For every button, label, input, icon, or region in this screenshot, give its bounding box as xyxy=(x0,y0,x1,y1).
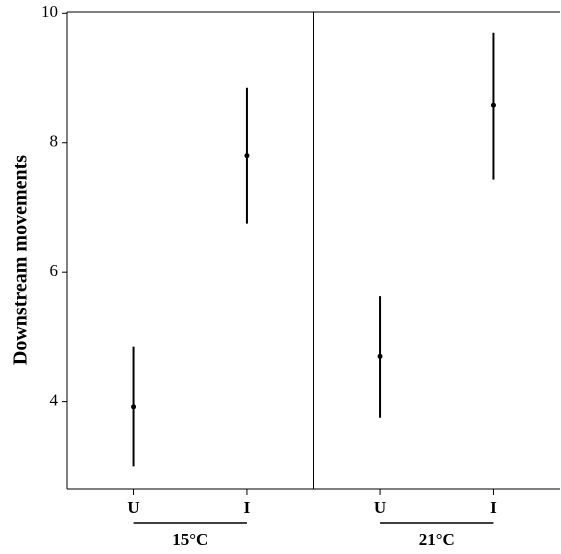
y-tick-label-6: 6 xyxy=(50,261,59,280)
category-label-i: I xyxy=(490,498,497,517)
plot-area: 4 6 8 10 U I 15°C U I 21°C xyxy=(41,2,560,549)
y-axis-title-group: Downstream movements xyxy=(10,155,32,365)
data-point xyxy=(244,153,250,159)
data-point xyxy=(131,404,137,410)
y-tick-label-10: 10 xyxy=(41,2,58,21)
category-label-u: U xyxy=(127,498,139,517)
group-label: 15°C xyxy=(172,530,208,549)
y-tick-label-8: 8 xyxy=(50,132,59,151)
data-point xyxy=(377,353,383,359)
category-label-u: U xyxy=(374,498,386,517)
y-tick-label-4: 4 xyxy=(50,391,59,410)
data-point xyxy=(490,102,496,108)
y-axis-title: Downstream movements xyxy=(10,155,32,365)
category-label-i: I xyxy=(244,498,251,517)
group-label: 21°C xyxy=(419,530,455,549)
